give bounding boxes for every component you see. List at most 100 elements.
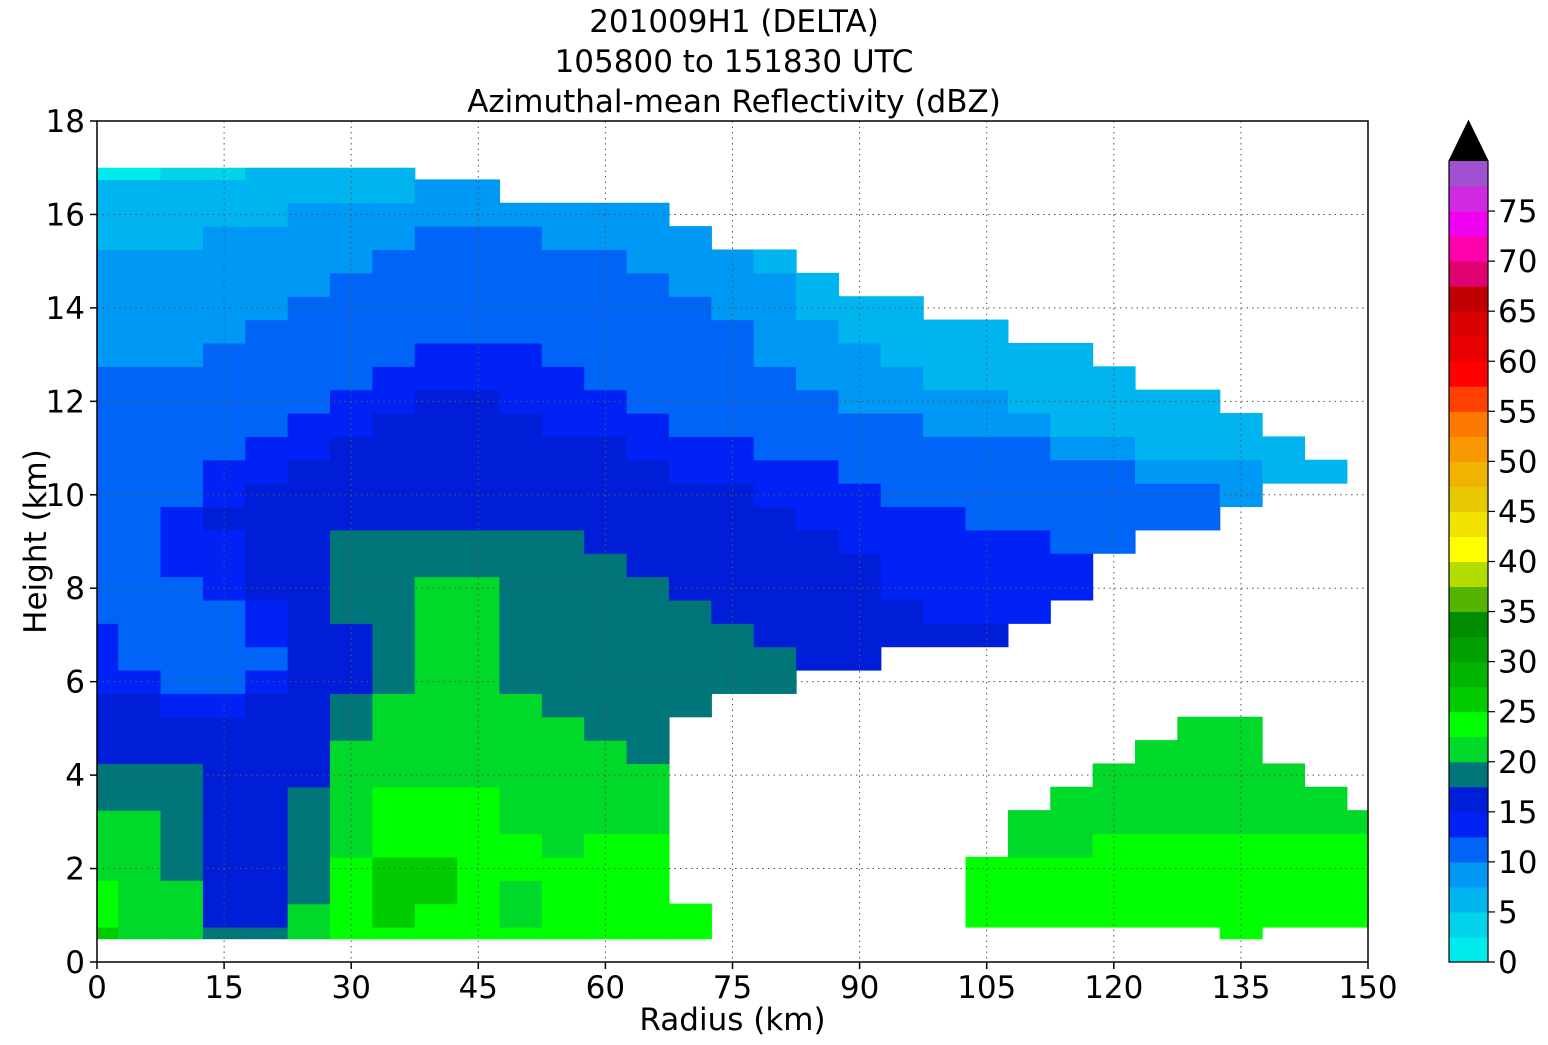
- reflectivity-cell: [626, 506, 670, 531]
- reflectivity-cell: [499, 553, 543, 578]
- reflectivity-cell: [923, 436, 967, 461]
- reflectivity-cell: [753, 342, 797, 367]
- colorbar-segment: [1449, 436, 1488, 462]
- reflectivity-cell: [965, 459, 1009, 484]
- reflectivity-cell: [753, 506, 797, 531]
- x-tick-label: 30: [331, 970, 370, 1006]
- reflectivity-cell: [1177, 833, 1221, 858]
- reflectivity-cell: [160, 366, 204, 391]
- reflectivity-cell: [245, 763, 289, 788]
- reflectivity-cell: [414, 529, 458, 554]
- reflectivity-cell: [711, 249, 755, 274]
- reflectivity-cell: [796, 646, 840, 671]
- reflectivity-cell: [1092, 436, 1136, 461]
- reflectivity-cell: [287, 740, 331, 765]
- colorbar-segment: [1449, 311, 1488, 337]
- reflectivity-cell: [541, 272, 585, 297]
- reflectivity-cell: [1050, 833, 1094, 858]
- reflectivity-cell: [1346, 903, 1369, 928]
- reflectivity-cell: [414, 296, 458, 321]
- reflectivity-cell: [753, 483, 797, 508]
- reflectivity-cell: [1007, 599, 1051, 624]
- reflectivity-cell: [796, 529, 840, 554]
- y-tick-label: 10: [46, 478, 85, 514]
- colorbar-segment: [1449, 186, 1488, 212]
- reflectivity-cell: [1304, 833, 1348, 858]
- reflectivity-cell: [202, 249, 246, 274]
- reflectivity-cell: [541, 763, 585, 788]
- reflectivity-cell: [838, 459, 882, 484]
- reflectivity-cell: [414, 576, 458, 601]
- reflectivity-cell: [541, 880, 585, 905]
- reflectivity-cell: [118, 856, 162, 881]
- reflectivity-cell: [541, 810, 585, 835]
- reflectivity-cell: [287, 436, 331, 461]
- colorbar-segment: [1449, 711, 1488, 738]
- reflectivity-cell: [97, 319, 119, 344]
- reflectivity-cell: [753, 296, 797, 321]
- reflectivity-cell: [245, 179, 289, 204]
- reflectivity-cell: [541, 856, 585, 881]
- title-line-2: 105800 to 151830 UTC: [554, 44, 914, 80]
- reflectivity-cell: [965, 319, 1009, 344]
- reflectivity-cell: [668, 413, 712, 437]
- reflectivity-cell: [541, 740, 585, 765]
- reflectivity-cell: [97, 389, 119, 414]
- reflectivity-cell: [160, 623, 204, 648]
- reflectivity-cell: [160, 786, 204, 811]
- reflectivity-cell: [372, 833, 416, 858]
- reflectivity-cell: [1007, 810, 1051, 835]
- colorbar-tick-label: 60: [1498, 344, 1537, 380]
- reflectivity-cell: [457, 740, 501, 765]
- reflectivity-cell: [160, 296, 204, 321]
- reflectivity-cell: [372, 296, 416, 321]
- reflectivity-cell: [160, 319, 204, 344]
- reflectivity-cell: [626, 529, 670, 554]
- reflectivity-cell: [372, 483, 416, 508]
- reflectivity-cell: [923, 623, 967, 648]
- reflectivity-cell: [711, 669, 755, 694]
- reflectivity-cell: [330, 179, 373, 204]
- reflectivity-cell: [838, 319, 882, 344]
- reflectivity-cell: [245, 553, 289, 578]
- reflectivity-cell: [287, 413, 331, 437]
- reflectivity-cell: [372, 693, 416, 718]
- colorbar-segment: [1449, 336, 1488, 362]
- reflectivity-cell: [287, 880, 331, 905]
- reflectivity-cell: [287, 389, 331, 414]
- reflectivity-cell: [584, 529, 628, 554]
- reflectivity-cell: [1219, 833, 1263, 858]
- colorbar-tick-label: 0: [1498, 945, 1518, 981]
- reflectivity-cell: [1262, 810, 1306, 835]
- y-tick-label: 18: [46, 104, 85, 140]
- reflectivity-cell: [414, 179, 458, 204]
- reflectivity-cell: [923, 342, 967, 367]
- reflectivity-cell: [838, 436, 882, 461]
- colorbar-segment: [1449, 611, 1488, 638]
- reflectivity-cell: [414, 763, 458, 788]
- reflectivity-cell: [160, 693, 204, 718]
- reflectivity-cell: [753, 576, 797, 601]
- title-line-3: Azimuthal-mean Reflectivity (dBZ): [467, 84, 1001, 120]
- reflectivity-cell: [372, 272, 416, 297]
- colorbar-segment: [1449, 586, 1488, 613]
- reflectivity-cell: [118, 483, 162, 508]
- reflectivity-cell: [1177, 810, 1221, 835]
- reflectivity-cell: [160, 716, 204, 741]
- reflectivity-cell: [1050, 366, 1094, 391]
- x-tick-label: 75: [713, 970, 752, 1006]
- reflectivity-cell: [1007, 529, 1051, 554]
- reflectivity-cell: [160, 413, 204, 437]
- reflectivity-cell: [584, 226, 628, 251]
- reflectivity-cell: [796, 342, 840, 367]
- reflectivity-cell: [1304, 786, 1348, 811]
- reflectivity-cell: [414, 506, 458, 531]
- reflectivity-cell: [97, 623, 119, 648]
- colorbar-tick-label: 55: [1498, 394, 1537, 430]
- reflectivity-cell: [118, 226, 162, 251]
- reflectivity-cell: [626, 436, 670, 461]
- reflectivity-cell: [584, 319, 628, 344]
- reflectivity-cell: [668, 459, 712, 484]
- reflectivity-cell: [1262, 786, 1306, 811]
- reflectivity-cell: [372, 716, 416, 741]
